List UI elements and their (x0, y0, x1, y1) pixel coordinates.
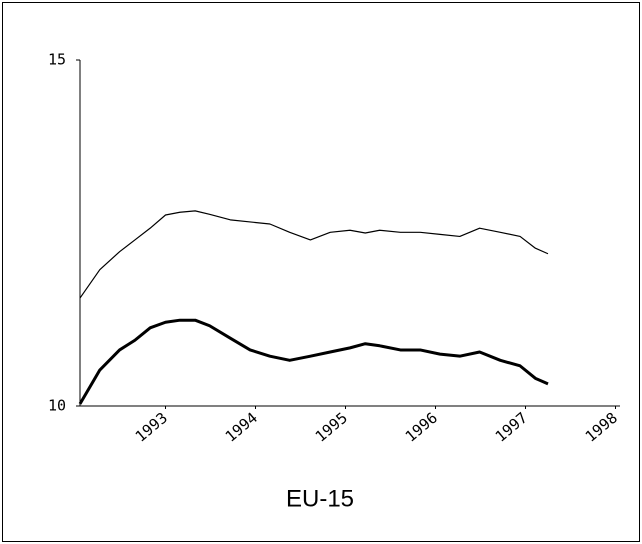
x-tick-label: 1998 (582, 409, 621, 446)
x-tick-label: 1995 (312, 409, 351, 446)
x-tick-label: 1996 (402, 409, 441, 446)
y-tick-label: 10 (48, 397, 66, 415)
x-tick-label: 1997 (492, 409, 531, 446)
series-line (78, 318, 549, 405)
x-tick-label: 1994 (222, 409, 261, 446)
chart-title: EU-15 (286, 485, 354, 512)
y-tick-label: 15 (48, 51, 66, 69)
series-line (79, 210, 549, 299)
x-tick-label: 1993 (132, 409, 171, 446)
